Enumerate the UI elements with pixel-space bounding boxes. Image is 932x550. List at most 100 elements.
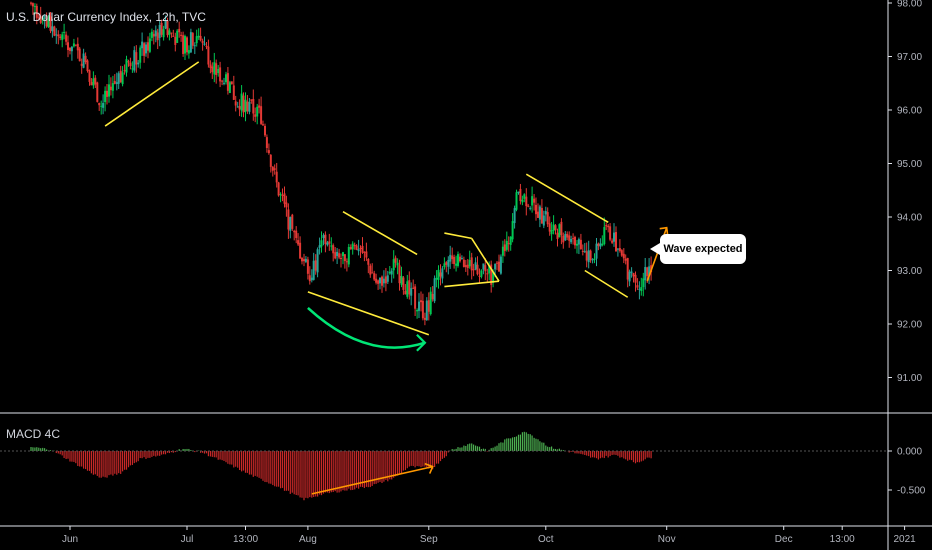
candle-body [31,3,34,7]
candle-body [267,150,270,154]
candle-body [184,36,186,54]
candle-body [408,280,411,295]
candle-body [240,93,243,111]
candle-body [462,259,465,267]
candle-body [160,22,163,35]
candle-body [562,235,565,243]
candle-body [382,278,385,284]
candle-body [490,264,493,285]
wave-expected-callout[interactable]: Wave expected [650,234,746,264]
candle-body [338,253,341,258]
candle-body [219,67,222,82]
candle-body [162,29,165,38]
candle-body [457,254,459,266]
green-curve-arrow [307,307,426,349]
chart-title: U.S. Dollar Currency Index, 12h, TVC [6,10,206,24]
candle-body [191,33,194,46]
candle-body [236,106,239,108]
candle-body [260,106,263,124]
candle-body [92,78,95,86]
candle-body [303,259,305,262]
candle-body [529,207,532,209]
candle-body [102,102,105,108]
candle-body [182,35,185,54]
candle-body [472,269,475,271]
candle-body [538,206,541,220]
candle-body [256,106,259,117]
channel-lower [584,269,629,298]
candle-body [232,85,235,100]
candle-body [41,17,44,21]
candle-body [638,288,641,290]
candle-body [271,166,274,171]
candle-body [632,272,635,277]
candle-body [88,70,91,82]
candle-body [343,254,346,262]
candle-body [478,275,481,277]
candle-body [189,32,192,53]
candle-body [449,254,452,262]
candle-body [33,5,36,7]
candle-body [459,256,461,262]
candle-body [205,45,208,47]
candle-body [308,275,311,282]
candle-body [279,194,282,196]
candle-body [53,26,56,36]
candle-body [618,248,621,251]
candle-body [80,63,83,66]
candle-body [326,242,329,246]
candle-body [560,221,563,236]
candle-body [301,257,303,262]
candle-body [603,227,606,245]
candle-body [620,250,623,256]
candle-body [193,45,196,47]
candle-body [349,247,352,250]
candle-body [535,204,537,215]
y-tick-label: 95.00 [897,159,922,170]
macd-pane [30,431,652,501]
candle-body [55,34,58,36]
candle-body [636,285,639,288]
candle-body [86,60,89,72]
orange-arrowhead [659,226,669,236]
candle-body [611,240,614,243]
candle-body [474,262,477,270]
x-tick-label: Aug [299,534,317,545]
candle-body [154,30,157,37]
candle-body [178,28,181,33]
flag-upper [444,232,472,240]
candle-body [332,245,335,254]
channel-upper [525,173,609,224]
candle-body [496,262,498,264]
candle-body [482,263,485,270]
candle-body [412,287,415,289]
candle-body [287,209,290,230]
y-tick-label: 93.00 [897,266,922,277]
candle-body [312,260,315,280]
candle-body [455,263,458,266]
candle-body [605,225,608,227]
candle-body [574,236,576,246]
candle-body [150,31,153,38]
candle-body [174,36,177,45]
candle-body [579,239,582,250]
candle-body [433,278,436,302]
macd-title: MACD 4C [6,427,61,441]
candle-body [314,260,317,271]
y-tick-label: 97.00 [897,52,922,63]
candle-body [564,233,567,241]
candle-body [406,281,409,297]
candle-body [299,242,302,259]
candle-body [542,215,545,226]
x-tick-label: Nov [658,534,676,545]
candle-body [521,199,524,203]
candle-body [587,250,590,263]
candle-body [248,101,251,112]
candle-body [186,37,188,53]
candle-body [328,241,331,244]
candle-body [230,81,233,85]
candle-body [554,225,557,231]
candle-body [285,202,288,208]
candle-body [548,223,551,232]
